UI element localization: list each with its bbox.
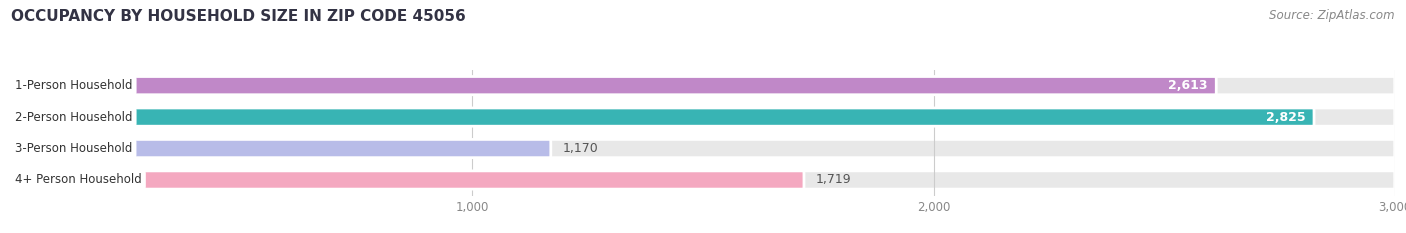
Text: 1,719: 1,719	[815, 174, 851, 186]
FancyBboxPatch shape	[11, 76, 1216, 95]
Text: OCCUPANCY BY HOUSEHOLD SIZE IN ZIP CODE 45056: OCCUPANCY BY HOUSEHOLD SIZE IN ZIP CODE …	[11, 9, 465, 24]
Text: 2,613: 2,613	[1168, 79, 1208, 92]
Text: 2,825: 2,825	[1267, 111, 1306, 123]
FancyBboxPatch shape	[11, 171, 1395, 189]
FancyBboxPatch shape	[11, 108, 1315, 126]
FancyBboxPatch shape	[11, 139, 1395, 158]
Text: Source: ZipAtlas.com: Source: ZipAtlas.com	[1270, 9, 1395, 22]
Text: 2-Person Household: 2-Person Household	[15, 111, 132, 123]
Text: 4+ Person Household: 4+ Person Household	[15, 174, 142, 186]
Text: 1,170: 1,170	[562, 142, 598, 155]
FancyBboxPatch shape	[11, 139, 551, 158]
FancyBboxPatch shape	[11, 108, 1395, 126]
Text: 3-Person Household: 3-Person Household	[15, 142, 132, 155]
FancyBboxPatch shape	[11, 76, 1395, 95]
FancyBboxPatch shape	[11, 171, 804, 189]
Text: 1-Person Household: 1-Person Household	[15, 79, 132, 92]
